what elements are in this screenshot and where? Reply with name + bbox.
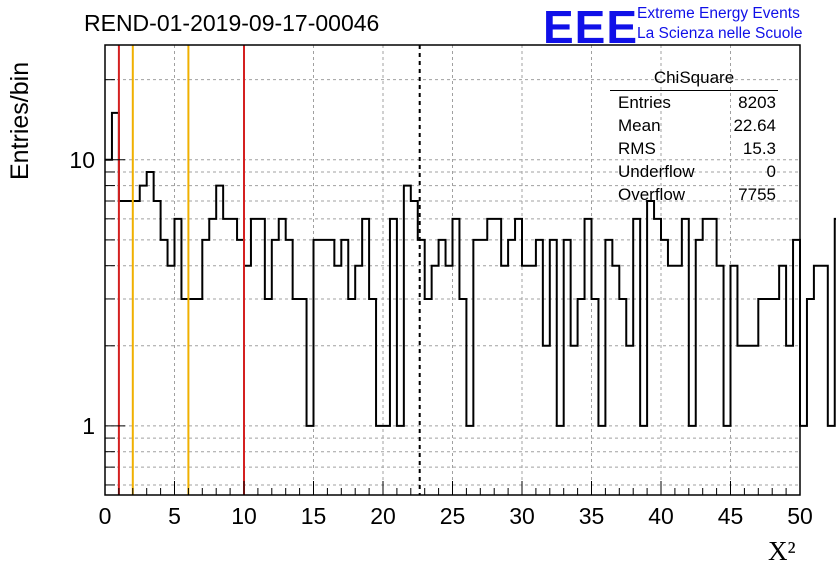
x-tick-label: 45 (718, 503, 744, 529)
x-tick-label: 0 (99, 503, 112, 529)
axes: 0 5 10 15 20 25 30 35 40 45 50 1 10 (69, 44, 813, 529)
x-tick-label: 15 (301, 503, 327, 529)
x-tick-label: 35 (579, 503, 605, 529)
stats-title: ChiSquare (610, 66, 778, 91)
stats-label: Underflow (618, 162, 695, 181)
logo-subtitle-2: La Scienza nelle Scuole (637, 25, 803, 42)
stats-value: 7755 (738, 185, 776, 204)
y-tick-label: 1 (82, 413, 95, 439)
stats-label: Entries (618, 93, 671, 112)
stats-label: Overflow (618, 185, 686, 204)
x-tick-label: 40 (648, 503, 674, 529)
x-tick-label: 5 (168, 503, 181, 529)
marker-lines (117, 45, 421, 495)
stats-label: RMS (618, 139, 656, 158)
histogram-series (105, 111, 836, 427)
stats-value: 22.64 (733, 116, 776, 135)
x-tick-label: 25 (440, 503, 466, 529)
stats-value: 0 (766, 162, 776, 181)
chart-title: REND-01-2019-09-17-00046 (84, 10, 380, 36)
x-tick-label: 10 (231, 503, 257, 529)
stats-box: ChiSquare Entries 8203 Mean 22.64 RMS 15… (610, 66, 778, 206)
y-tick-label: 10 (69, 147, 95, 173)
stats-row-overflow: Overflow 7755 (610, 183, 778, 206)
logo-subtitle-1: Extreme Energy Events (637, 5, 800, 22)
x-tick-label: 30 (509, 503, 535, 529)
stats-row-mean: Mean 22.64 (610, 114, 778, 137)
stats-row-entries: Entries 8203 (610, 91, 778, 114)
stats-row-rms: RMS 15.3 (610, 137, 778, 160)
eee-logo: EEE (543, 1, 639, 53)
stats-value: 15.3 (742, 139, 776, 158)
stats-label: Mean (618, 116, 661, 135)
histogram-outline (105, 111, 836, 427)
y-axis-label: Entries/bin (6, 61, 34, 180)
x-tick-label: 50 (787, 503, 813, 529)
stats-value: 8203 (738, 93, 776, 112)
x-tick-label: 20 (370, 503, 396, 529)
x-axis-label: X² (768, 536, 796, 566)
stats-row-underflow: Underflow 0 (610, 160, 778, 183)
